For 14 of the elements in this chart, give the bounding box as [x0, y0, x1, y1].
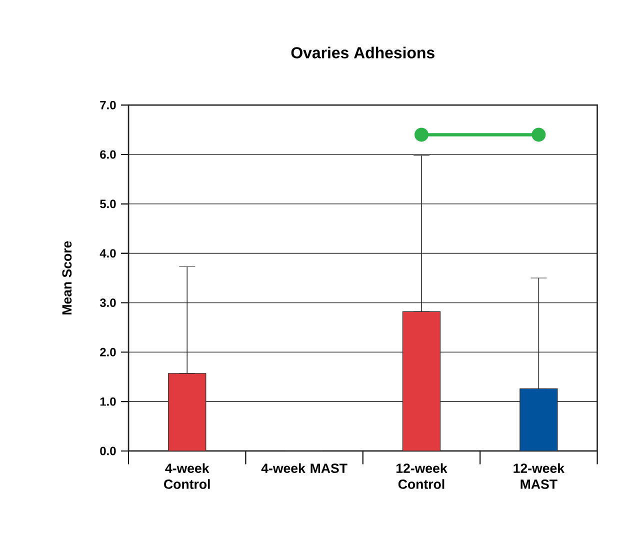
x-tick-label: 12-week Control	[396, 463, 448, 489]
y-tick-label: 4.0	[100, 249, 116, 258]
y-tick-label: 5.0	[100, 200, 116, 208]
x-tick-label: 12-week MAST	[514, 463, 565, 489]
chart-title: Ovaries Adhesions	[291, 46, 434, 58]
x-tick-label: 4-week Control	[164, 463, 210, 489]
y-tick-label: 7.0	[100, 100, 116, 110]
y-axis-title: Mean Score	[62, 241, 72, 314]
y-tick-label: 2.0	[100, 348, 116, 356]
y-tick-label: 3.0	[100, 298, 116, 307]
y-tick-label: 1.0	[100, 397, 116, 406]
y-tick-label: 0.0	[100, 446, 116, 456]
y-tick-label: 6.0	[100, 150, 116, 159]
x-tick-label: 4-week MAST	[261, 463, 348, 473]
